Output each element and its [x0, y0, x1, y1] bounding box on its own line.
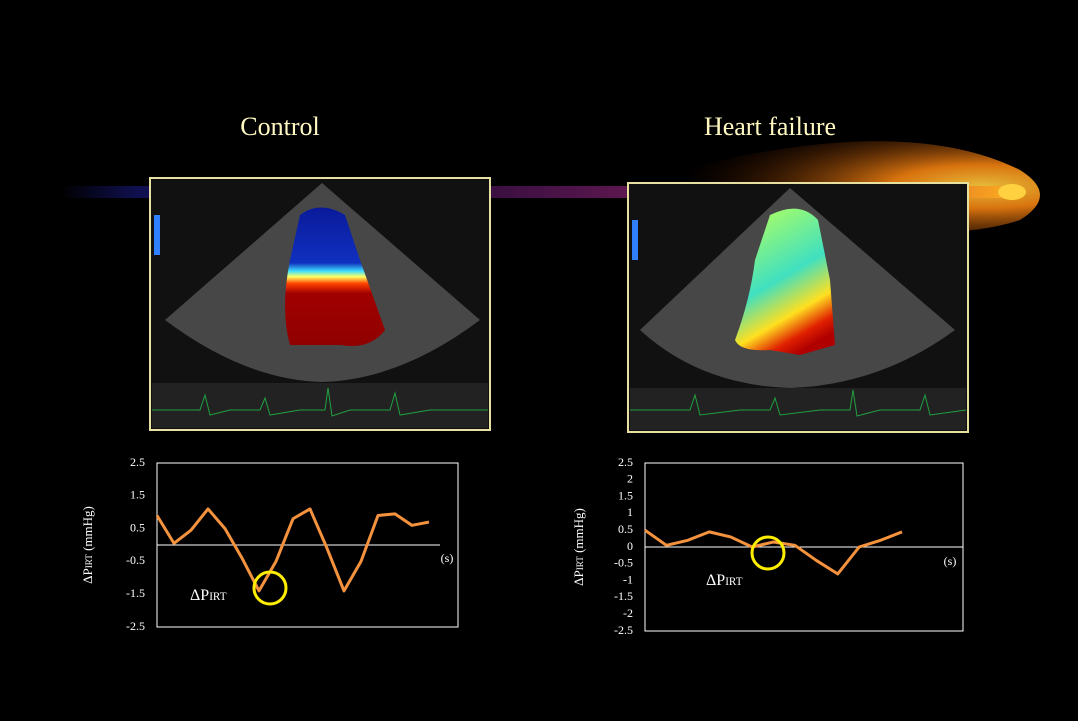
echo-image: [628, 183, 968, 432]
label-sub: IRT: [84, 554, 94, 569]
y-tick-label: -1.5: [126, 586, 145, 600]
y-tick-label: -2.5: [614, 623, 633, 637]
label: ΔPIRT: [706, 572, 743, 589]
y-tick-label: -1.5: [614, 589, 633, 603]
y-tick-label: 2: [627, 472, 633, 486]
label-main: ΔP: [190, 587, 209, 604]
y-tick-label: -2: [623, 606, 633, 620]
label: ΔPIRT (mmHg): [571, 508, 586, 586]
y-tick-label: 0.5: [618, 522, 633, 536]
label: ΔPIRT: [190, 587, 227, 604]
label-sub: IRT: [575, 556, 585, 571]
panel-title: Control: [240, 112, 319, 141]
y-tick-label: 1.5: [130, 488, 145, 502]
label-unit: (mmHg): [80, 506, 95, 554]
y-tick-label: 2.5: [618, 455, 633, 469]
y-tick-label: 1.5: [618, 488, 633, 502]
y-tick-label: -2.5: [126, 619, 145, 633]
label-sub: IRT: [725, 576, 743, 588]
y-tick-label: -0.5: [126, 553, 145, 567]
label-main: ΔP: [571, 570, 586, 586]
slide: Control Heart failure 2.5 1.5 0.5 -0.5 -1.5 -…: [0, 0, 1078, 721]
x-axis-label: (s): [944, 554, 957, 568]
y-tick-label: -0.5: [614, 556, 633, 570]
x-axis-label: (s): [441, 551, 454, 565]
label-main: ΔP: [706, 572, 725, 589]
label-main: ΔP: [80, 568, 95, 584]
y-tick-label: 2.5: [130, 455, 145, 469]
echo-image: [150, 178, 490, 430]
data-line: [157, 509, 429, 591]
y-tick-label: 0: [627, 539, 633, 553]
y-tick-label: -1: [623, 572, 633, 586]
y-tick-label: 1: [627, 505, 633, 519]
y-tick-label: 0.5: [130, 520, 145, 534]
panel-title: Heart failure: [704, 112, 836, 141]
label-sub: IRT: [209, 591, 227, 603]
label-unit: (mmHg): [571, 508, 586, 556]
label: ΔPIRT (mmHg): [80, 506, 95, 584]
